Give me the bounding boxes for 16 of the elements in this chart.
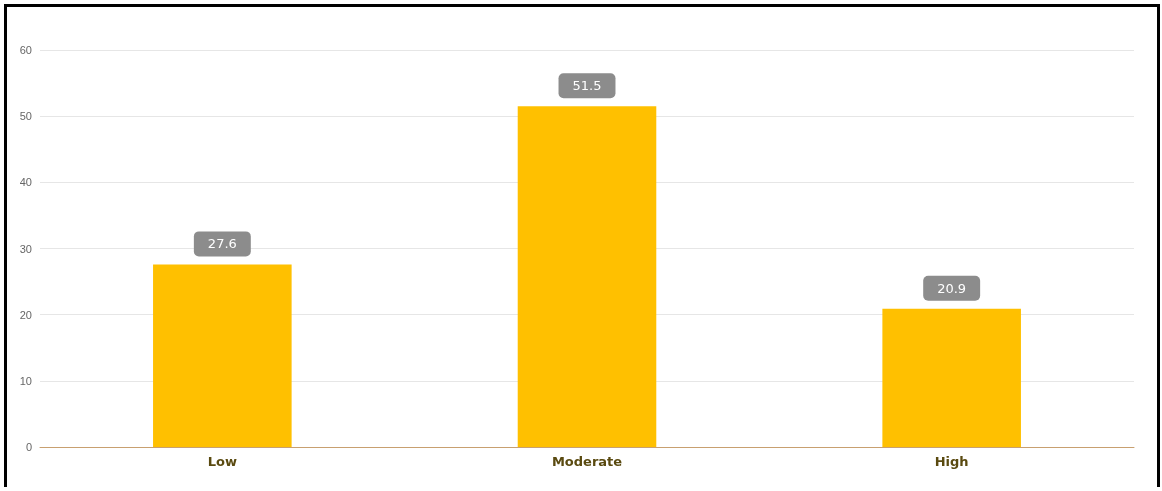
bar <box>153 264 292 447</box>
x-tick-label: Moderate <box>551 454 623 469</box>
data-label: 27.6 <box>207 236 237 252</box>
y-tick-label: 20 <box>19 308 32 321</box>
data-label: 51.5 <box>572 78 602 94</box>
y-tick-label: 50 <box>19 110 32 123</box>
y-tick-label: 40 <box>19 176 32 189</box>
bar <box>882 308 1021 447</box>
x-tick-label: High <box>934 454 969 469</box>
y-tick-label: 30 <box>19 242 32 255</box>
x-tick-label: Low <box>207 454 237 469</box>
bar <box>517 106 657 447</box>
y-tick-label: 0 <box>25 441 32 453</box>
y-tick-label: 60 <box>19 44 32 56</box>
data-label: 20.9 <box>937 280 967 296</box>
y-tick-label: 10 <box>19 374 32 387</box>
